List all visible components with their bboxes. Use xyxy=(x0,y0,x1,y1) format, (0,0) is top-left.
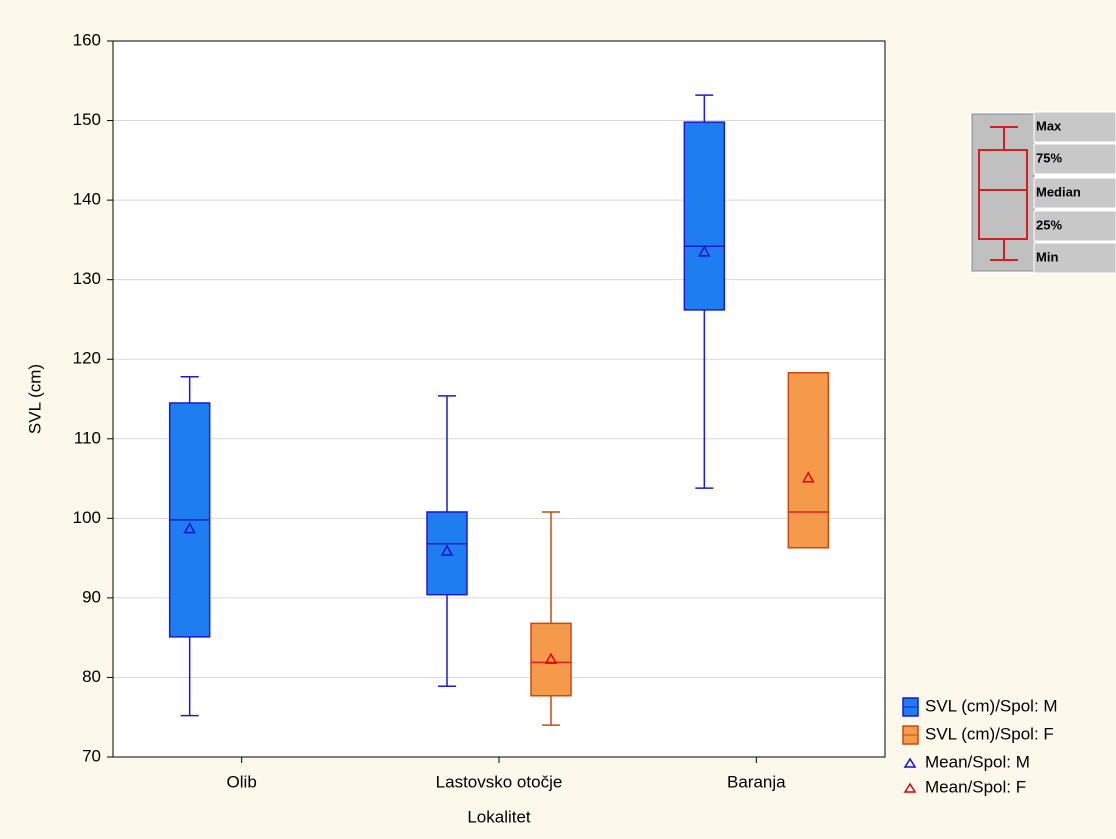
y-tick-label: 90 xyxy=(82,587,101,606)
mean-marker xyxy=(183,522,196,534)
legend-label: SVL (cm)/Spol: F xyxy=(925,724,1054,743)
key-cell xyxy=(1033,210,1116,242)
legend-marker xyxy=(903,757,917,768)
y-tick-label: 140 xyxy=(73,190,101,209)
mean-marker xyxy=(440,544,454,556)
y-axis-title: SVL (cm) xyxy=(25,364,44,434)
y-tick-label: 160 xyxy=(73,30,101,49)
key-label: 75% xyxy=(1036,150,1062,165)
key-label: Min xyxy=(1036,249,1058,264)
mean-marker xyxy=(802,471,815,483)
y-tick-label: 110 xyxy=(74,428,101,447)
key-cell xyxy=(1033,177,1116,209)
legend-label: SVL (cm)/Spol: M xyxy=(925,696,1058,715)
key-label: 25% xyxy=(1036,217,1062,232)
mean-marker xyxy=(544,652,558,664)
x-axis-title: Lokalitet xyxy=(467,807,531,826)
x-tick-label: Olib xyxy=(227,772,257,791)
key-label: Max xyxy=(1036,118,1062,133)
y-tick-label: 130 xyxy=(73,269,101,288)
legend-label: Mean/Spol: F xyxy=(925,777,1026,796)
box xyxy=(683,121,726,311)
legend-label: Mean/Spol: M xyxy=(925,752,1030,771)
y-tick-label: 80 xyxy=(82,667,101,686)
mean-marker xyxy=(698,245,711,257)
y-tick-label: 120 xyxy=(73,349,101,368)
y-tick-label: 100 xyxy=(73,508,101,527)
box xyxy=(530,622,572,697)
box-key: Max 75% Median 25% Min xyxy=(970,111,1116,274)
key-label: Median xyxy=(1036,184,1081,199)
box xyxy=(426,511,468,596)
x-tick-label: Lastovsko otočje xyxy=(436,772,563,791)
box xyxy=(787,371,830,549)
plot-area xyxy=(113,41,885,757)
key-cell xyxy=(1033,111,1116,143)
key-cell xyxy=(1033,143,1116,175)
y-tick-label: 150 xyxy=(73,110,101,129)
legend-marker xyxy=(903,782,917,793)
key-cell xyxy=(1033,242,1116,274)
y-tick-label: 70 xyxy=(82,746,101,765)
x-tick-label: Baranja xyxy=(727,772,786,791)
